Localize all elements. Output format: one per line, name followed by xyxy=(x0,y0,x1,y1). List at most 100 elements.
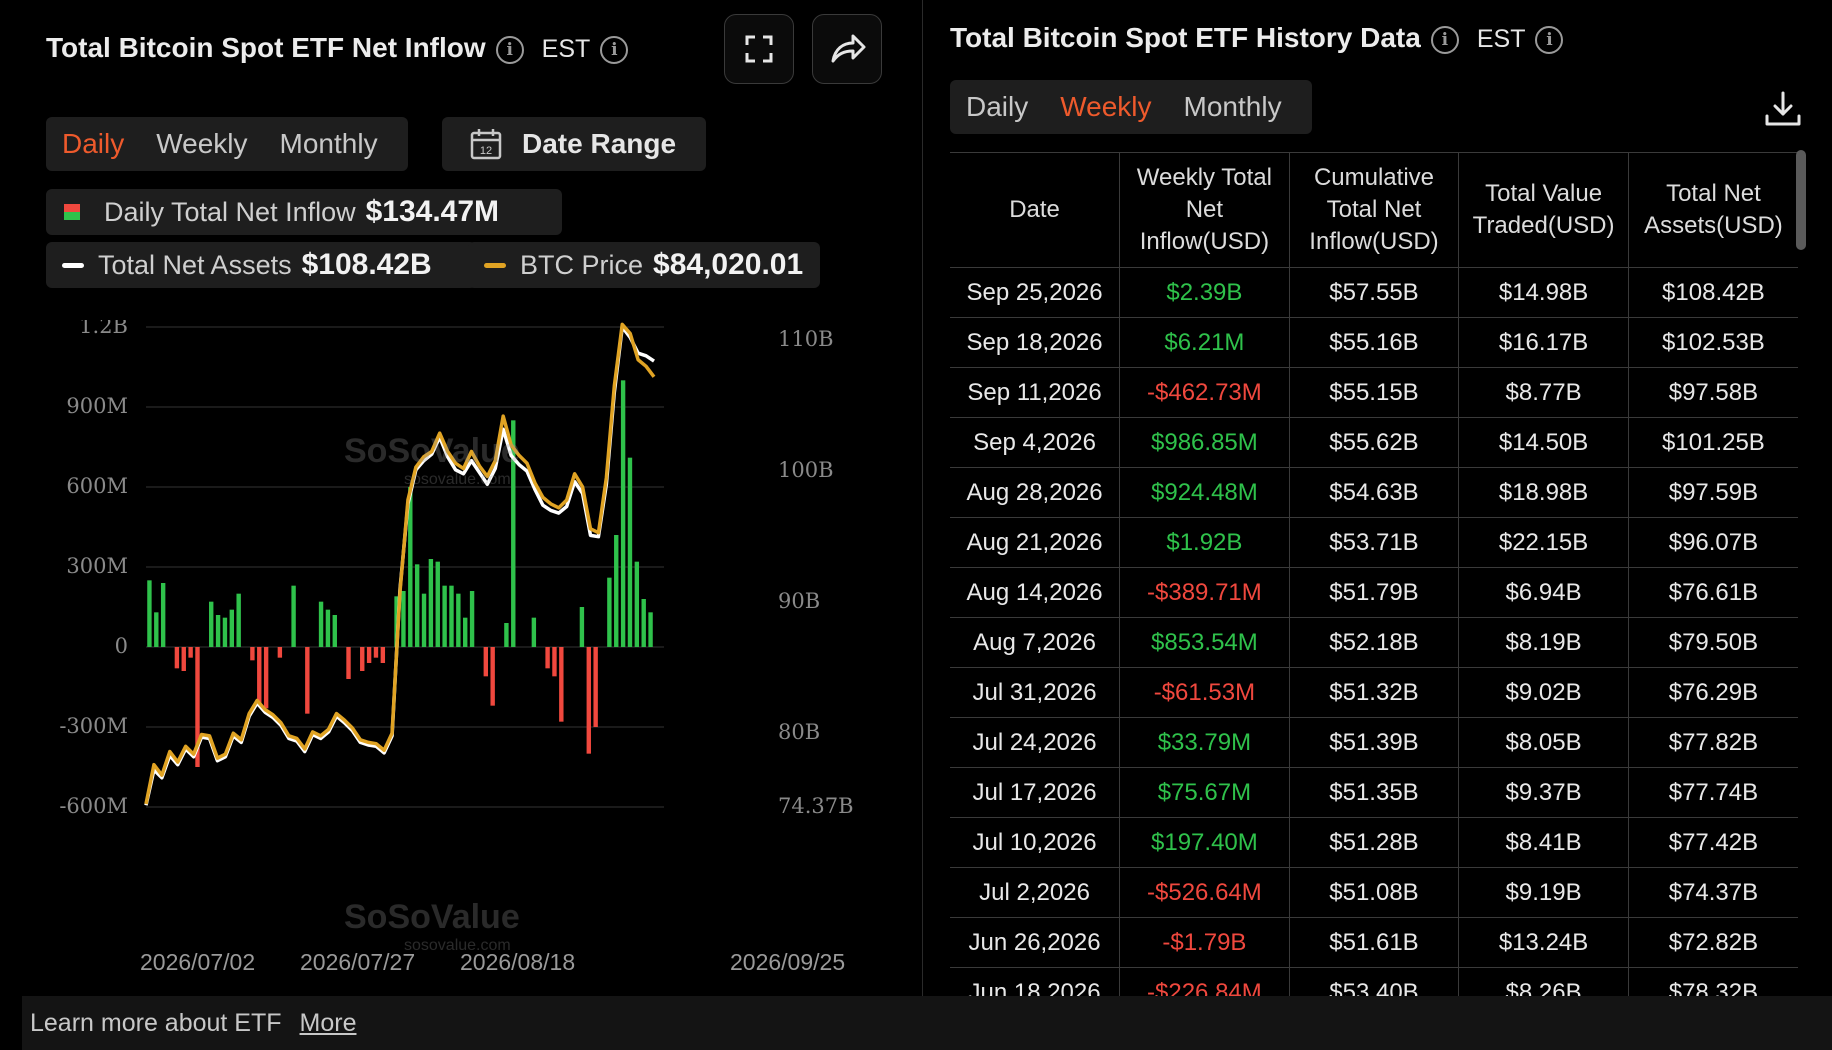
row-date: Sep 4,2026 xyxy=(950,417,1121,468)
inflow-bar xyxy=(263,647,269,709)
tab-weekly[interactable]: Weekly xyxy=(156,128,248,159)
inflow-bar xyxy=(257,647,262,706)
table-row: Aug 28,2026 $924.48M $54.63B $18.98B $97.59B xyxy=(950,467,1798,518)
row-cumulative-inflow: $52.18B xyxy=(1289,617,1460,668)
history-tab-weekly[interactable]: Weekly xyxy=(1060,91,1152,122)
row-value-traded: $16.17B xyxy=(1458,317,1629,368)
tab-daily[interactable]: Daily xyxy=(62,128,125,159)
inflow-bar xyxy=(277,647,283,658)
table-row: Jul 10,2026 $197.40M $51.28B $8.41B $77.42B xyxy=(950,817,1798,868)
row-cumulative-inflow: $51.32B xyxy=(1289,667,1460,718)
inflow-bar xyxy=(559,647,564,722)
table-row: Sep 11,2026 -$462.73M $55.15B $8.77B $97.58B xyxy=(950,367,1798,418)
date-range-button[interactable]: 12 Date Range xyxy=(442,117,706,171)
inflow-bar xyxy=(346,647,351,679)
inflow-bar xyxy=(401,591,406,647)
y-left-tick-label: 900M xyxy=(66,394,128,418)
assets-legend-swatch xyxy=(62,262,84,268)
footer-text: Learn more about ETF xyxy=(30,1008,282,1037)
col-date[interactable]: Date xyxy=(950,152,1121,268)
row-cumulative-inflow: $54.63B xyxy=(1289,467,1460,518)
table-row: Sep 4,2026 $986.85M $55.62B $14.50B $101.25B xyxy=(950,417,1798,468)
share-arrow-icon xyxy=(831,34,866,63)
inflow-bar xyxy=(641,599,646,647)
table-row: Jul 24,2026 $33.79M $51.39B $8.05B $77.82B xyxy=(950,717,1798,768)
inflow-bar xyxy=(215,615,221,647)
inflow-bar xyxy=(614,535,619,647)
row-net-assets: $97.59B xyxy=(1628,467,1798,518)
watermark-text: SoSoValue xyxy=(344,432,520,470)
inflow-bar xyxy=(181,647,186,671)
watermark-subtext: sosovalue.com xyxy=(404,937,511,954)
timezone-label: EST xyxy=(541,35,591,64)
tab-monthly[interactable]: Monthly xyxy=(279,128,378,159)
info-icon[interactable]: i xyxy=(495,35,524,64)
row-date: Aug 21,2026 xyxy=(950,517,1121,568)
history-title: Total Bitcoin Spot ETF History Data i EST i xyxy=(950,22,1564,54)
row-value-traded: $14.98B xyxy=(1458,267,1629,318)
inflow-bar xyxy=(634,561,640,647)
inflow-bar xyxy=(373,647,379,658)
row-weekly-inflow: $197.40M xyxy=(1119,817,1290,868)
calendar-icon-day: 12 xyxy=(480,145,492,157)
fullscreen-button[interactable] xyxy=(724,14,794,84)
inflow-bar xyxy=(627,457,633,647)
row-net-assets: $79.50B xyxy=(1628,617,1798,668)
inflow-bar xyxy=(188,647,193,658)
inflow-bar xyxy=(593,647,598,727)
y-right-tick-label: 74.37B xyxy=(778,794,854,818)
table-row: Jul 17,2026 $75.67M $51.35B $9.37B $77.74B xyxy=(950,767,1798,818)
btc-price-line xyxy=(144,322,656,805)
y-left-tick-label: 0 xyxy=(115,634,128,658)
history-info-icon[interactable]: i xyxy=(1430,25,1459,54)
row-weekly-inflow: -$389.71M xyxy=(1119,567,1290,618)
history-timezone-info-icon[interactable]: i xyxy=(1535,25,1564,54)
col-weekly-inflow[interactable]: Weekly Total Net Inflow(USD) xyxy=(1119,152,1290,268)
row-weekly-inflow: -$462.73M xyxy=(1119,367,1290,418)
table-scrollbar[interactable] xyxy=(1796,150,1806,250)
footer-more-link[interactable]: More xyxy=(299,1008,357,1037)
inflow-bar xyxy=(545,647,550,669)
chart-grid xyxy=(146,326,664,808)
inflow-bar xyxy=(318,601,324,647)
row-net-assets: $74.37B xyxy=(1628,867,1798,918)
row-cumulative-inflow: $51.79B xyxy=(1289,567,1460,618)
daily-inflow-label: Daily Total Net Inflow xyxy=(104,196,356,227)
row-date: Aug 14,2026 xyxy=(950,567,1121,618)
inflow-bar xyxy=(332,615,337,647)
row-net-assets: $76.29B xyxy=(1628,667,1798,718)
chart-ticks: 1.2B 900M 600M 300M 0 -300M -600M 110B 100B 90B 80… xyxy=(59,320,853,975)
inflow-bars xyxy=(147,380,653,767)
timezone-info-icon[interactable]: i xyxy=(600,35,629,64)
inflow-bar xyxy=(511,420,516,647)
row-date: Jul 2,2026 xyxy=(950,867,1121,918)
col-value-traded[interactable]: Total Value Traded(USD) xyxy=(1458,152,1629,268)
inflow-bar xyxy=(414,564,420,647)
row-date: Jul 10,2026 xyxy=(950,817,1121,868)
y-left-tick-label: 300M xyxy=(66,554,128,578)
y-left-tick-label: 600M xyxy=(66,474,128,498)
download-icon[interactable] xyxy=(1762,88,1804,130)
inflow-bar xyxy=(620,380,626,647)
row-weekly-inflow: -$526.64M xyxy=(1119,867,1290,918)
row-cumulative-inflow: $55.62B xyxy=(1289,417,1460,468)
daily-inflow-value: $134.47M xyxy=(365,195,500,228)
history-tab-monthly[interactable]: Monthly xyxy=(1183,91,1282,122)
y-left-tick-label: -300M xyxy=(59,714,128,738)
row-cumulative-inflow: $55.15B xyxy=(1289,367,1460,418)
inflow-bar xyxy=(222,617,228,647)
inflow-bar xyxy=(442,585,447,647)
col-net-assets[interactable]: Total Net Assets(USD) xyxy=(1628,152,1798,268)
btc-price-label: BTC Price xyxy=(520,249,644,280)
col-cumulative-inflow[interactable]: Cumulative Total Net Inflow(USD) xyxy=(1289,152,1460,268)
row-weekly-inflow: $6.21M xyxy=(1119,317,1290,368)
y-right-tick-label: 110B xyxy=(778,327,834,351)
history-header-row: Date Weekly Total Net Inflow(USD) Cumula… xyxy=(950,152,1798,268)
inflow-period-tabs: Daily Weekly Monthly xyxy=(46,117,408,171)
share-button[interactable] xyxy=(812,14,882,84)
inflow-bar xyxy=(428,559,434,647)
history-tab-daily[interactable]: Daily xyxy=(966,91,1029,122)
inflow-bar xyxy=(435,561,440,647)
row-net-assets: $77.74B xyxy=(1628,767,1798,818)
net-inflow-chart: 1.2B 900M 600M 300M 0 -300M -600M 110B 100B 90B 80… xyxy=(59,320,853,975)
